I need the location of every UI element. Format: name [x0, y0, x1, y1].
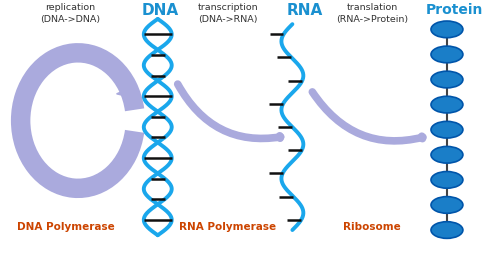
Circle shape: [431, 222, 463, 238]
Text: RNA: RNA: [286, 3, 323, 18]
Text: RNA Polymerase: RNA Polymerase: [179, 222, 276, 232]
Circle shape: [431, 172, 463, 188]
Text: translation
(RNA->Protein): translation (RNA->Protein): [336, 3, 408, 24]
Polygon shape: [116, 89, 132, 97]
Circle shape: [431, 96, 463, 113]
Text: transcription
(DNA->RNA): transcription (DNA->RNA): [197, 3, 258, 24]
Circle shape: [431, 146, 463, 163]
Text: DNA: DNA: [142, 3, 179, 18]
Text: Ribosome: Ribosome: [344, 222, 401, 232]
Circle shape: [431, 121, 463, 138]
Text: replication
(DNA->DNA): replication (DNA->DNA): [40, 3, 100, 24]
Text: Protein: Protein: [426, 3, 483, 17]
Circle shape: [431, 196, 463, 213]
Circle shape: [431, 46, 463, 63]
Circle shape: [431, 21, 463, 38]
Text: DNA Polymerase: DNA Polymerase: [16, 222, 114, 232]
Circle shape: [431, 71, 463, 88]
